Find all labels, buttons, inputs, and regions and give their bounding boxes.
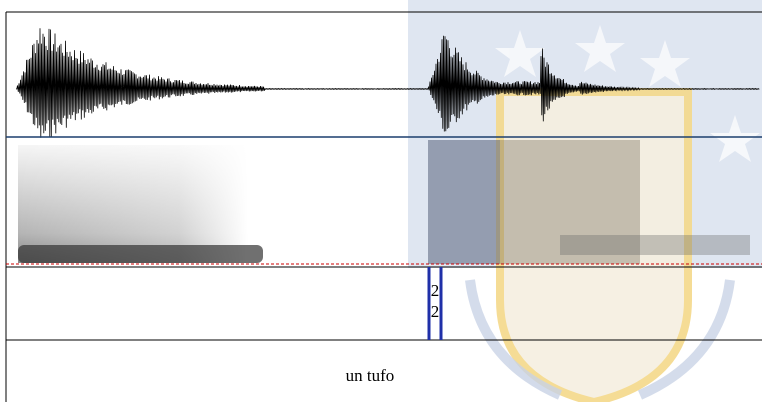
spectrogram-fade: [18, 145, 248, 263]
spectrogram-fric: [500, 140, 640, 264]
watermark-laurel: [465, 279, 735, 400]
spectrogram-burst: [428, 140, 500, 264]
spectrogram-low: [560, 235, 750, 255]
tier-label: 2: [431, 302, 440, 321]
tier-label: 2: [431, 281, 440, 300]
spectrogram-f1: [18, 245, 263, 263]
tier-text: un tufo: [346, 366, 395, 385]
watermark-stars: [495, 25, 760, 162]
waveform: [16, 28, 760, 138]
